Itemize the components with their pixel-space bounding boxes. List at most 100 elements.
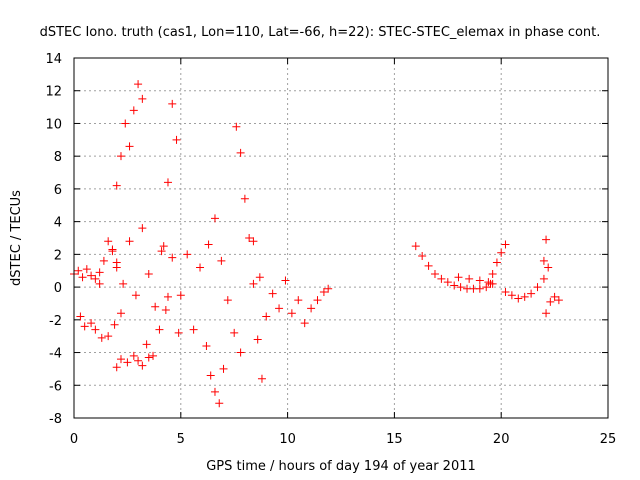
x-tick-label: 10 [279, 432, 296, 447]
x-tick-label: 5 [177, 432, 185, 447]
data-point [454, 273, 463, 282]
data-point [539, 274, 548, 283]
data-point [91, 274, 100, 283]
data-point [527, 289, 536, 298]
plot-frame [73, 57, 609, 419]
data-point [112, 181, 121, 190]
data-point [163, 178, 172, 187]
data-point [176, 291, 185, 300]
data-point [281, 276, 290, 285]
data-point [488, 270, 497, 278]
data-point [125, 237, 134, 246]
data-point [497, 248, 506, 257]
data-point [108, 247, 117, 256]
data-point [210, 214, 219, 223]
data-point [223, 296, 232, 305]
x-axis-label: GPS time / hours of day 194 of year 2011 [206, 459, 476, 474]
data-point [215, 399, 224, 408]
data-point [300, 319, 309, 328]
data-point [78, 273, 87, 282]
data-point [486, 279, 495, 288]
data-point [418, 252, 427, 260]
data-point [116, 152, 125, 161]
data-point [262, 312, 271, 321]
data-point [159, 242, 168, 251]
y-axis-label: dSTEC / TECUs [9, 190, 24, 286]
data-point [206, 371, 215, 380]
data-point [125, 142, 134, 151]
data-point [501, 240, 510, 249]
data-point [501, 288, 510, 296]
y-tick-label: 2 [54, 248, 62, 263]
data-point [87, 271, 96, 280]
data-point [240, 194, 249, 203]
data-point [144, 353, 153, 362]
data-point [138, 94, 147, 103]
data-point [134, 356, 143, 365]
data-point [204, 240, 213, 249]
data-point [142, 340, 151, 349]
data-point [155, 325, 164, 334]
data-point [550, 292, 559, 301]
data-point [249, 237, 258, 246]
data-point [123, 358, 132, 367]
data-point [232, 122, 241, 131]
data-point [542, 235, 551, 244]
data-point [202, 342, 211, 350]
data-point [533, 283, 542, 292]
x-tick-label: 20 [493, 432, 510, 447]
y-tick-label: 12 [45, 85, 62, 100]
data-point [121, 119, 130, 128]
data-point [144, 270, 153, 278]
data-point [492, 258, 501, 267]
data-point [131, 291, 140, 300]
data-point [236, 148, 245, 157]
data-point [443, 278, 452, 287]
data-point [482, 283, 491, 292]
data-point [110, 320, 119, 329]
y-tick-label: 6 [54, 183, 62, 198]
data-point [174, 328, 183, 337]
x-tick-label: 0 [70, 432, 78, 447]
data-point [539, 256, 548, 265]
chart-title: dSTEC Iono. truth (cas1, Lon=110, Lat=-6… [40, 25, 601, 40]
y-tick-label: -6 [49, 379, 62, 394]
data-point [157, 247, 166, 256]
y-tick-label: 0 [54, 281, 62, 296]
data-point [287, 309, 296, 318]
data-point [484, 278, 493, 287]
data-point [151, 302, 160, 311]
data-point [183, 250, 192, 259]
data-point [134, 80, 143, 89]
data-point [230, 328, 239, 337]
data-point [294, 296, 303, 305]
data-point [97, 333, 106, 342]
data-point [437, 274, 446, 283]
y-tick-label: -8 [49, 412, 62, 427]
data-point [475, 284, 484, 293]
data-point [307, 304, 316, 313]
data-point [411, 242, 420, 251]
data-point [275, 304, 284, 313]
data-point [116, 355, 125, 364]
data-point [217, 256, 226, 265]
data-point [430, 270, 439, 278]
x-tick-label: 25 [600, 432, 617, 447]
data-point [465, 274, 474, 283]
data-point [112, 363, 121, 372]
y-tick-label: 4 [54, 216, 62, 231]
data-point [546, 297, 555, 306]
data-point [475, 276, 484, 285]
data-point [450, 281, 459, 290]
data-point [255, 273, 264, 282]
data-point [554, 296, 563, 305]
data-point [119, 279, 128, 288]
data-point [91, 325, 100, 334]
data-point [104, 332, 113, 341]
data-point [163, 292, 172, 301]
data-point [253, 335, 262, 344]
data-point [245, 234, 254, 242]
chart-gridlines [74, 58, 608, 418]
y-tick-label: 8 [54, 150, 62, 165]
